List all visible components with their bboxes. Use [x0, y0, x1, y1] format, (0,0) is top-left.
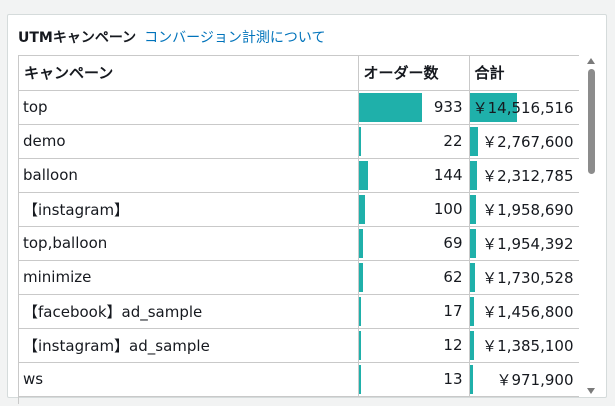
total-value: ￥2,767,600: [482, 132, 574, 151]
total-bar: [469, 262, 476, 292]
orders-cell: 13: [358, 362, 470, 397]
orders-cell: 22: [358, 124, 470, 159]
orders-cell: 69: [358, 226, 470, 261]
campaign-cell: ws: [19, 362, 359, 397]
campaign-table-container[interactable]: キャンペーン オーダー数 合計 top 933 ￥14,516,516 demo 22 ￥…: [18, 55, 579, 404]
orders-value: 100: [433, 200, 463, 218]
total-value: ￥1,385,100: [482, 336, 574, 355]
total-bar: [469, 296, 475, 326]
orders-value: 13: [443, 370, 463, 388]
orders-value: 69: [443, 234, 463, 252]
total-value: ￥1,730,528: [482, 268, 574, 287]
total-value: ￥2,312,785: [482, 166, 574, 185]
total-value: ￥1,958,690: [482, 200, 574, 219]
orders-bar: [358, 262, 363, 292]
orders-value: 17: [443, 302, 463, 320]
orders-cell: 12: [358, 328, 470, 363]
orders-bar: [358, 296, 361, 326]
column-header-total[interactable]: 合計: [469, 56, 579, 91]
total-bar: [469, 228, 476, 258]
total-value: ￥971,900: [496, 370, 574, 389]
total-value: ￥1,456,800: [482, 302, 574, 321]
campaign-table: キャンペーン オーダー数 合計 top 933 ￥14,516,516 demo 22 ￥…: [19, 56, 579, 397]
orders-cell: 62: [358, 260, 470, 295]
table-row[interactable]: minimize 62 ￥1,730,528: [19, 260, 579, 295]
vertical-scrollbar[interactable]: [584, 55, 598, 397]
total-value: ￥14,516,516: [472, 98, 574, 117]
table-header-row: キャンペーン オーダー数 合計: [19, 56, 579, 91]
total-bar: [469, 364, 473, 394]
orders-value: 144: [433, 166, 463, 184]
scrollbar-thumb[interactable]: [588, 69, 595, 174]
column-header-campaign[interactable]: キャンペーン: [19, 56, 359, 91]
total-bar: [469, 126, 479, 156]
orders-bar: [358, 194, 366, 224]
orders-bar: [358, 364, 361, 394]
total-bar: [469, 92, 517, 122]
orders-bar: [358, 330, 361, 360]
total-cell: ￥1,730,528: [469, 260, 579, 295]
campaign-cell: balloon: [19, 158, 359, 193]
column-header-orders[interactable]: オーダー数: [358, 56, 470, 91]
total-bar: [469, 330, 474, 360]
orders-cell: 144: [358, 158, 470, 193]
table-row[interactable]: top 933 ￥14,516,516: [19, 90, 579, 125]
total-bar: [469, 194, 476, 224]
orders-bar: [358, 92, 422, 122]
total-cell: ￥1,385,100: [469, 328, 579, 363]
orders-value: 62: [443, 268, 463, 286]
triangle-up-icon[interactable]: [585, 55, 597, 67]
campaign-cell: minimize: [19, 260, 359, 295]
orders-bar: [358, 228, 364, 258]
total-cell: ￥2,312,785: [469, 158, 579, 193]
campaign-cell: 【facebook】ad_sample: [19, 294, 359, 329]
campaign-cell: top,balloon: [19, 226, 359, 261]
orders-bar: [358, 160, 369, 190]
table-row[interactable]: ws 13 ￥971,900: [19, 362, 579, 397]
table-row[interactable]: 【facebook】ad_sample 17 ￥1,456,800: [19, 294, 579, 329]
total-value: ￥1,954,392: [482, 234, 574, 253]
conversion-help-link[interactable]: コンバージョン計測について: [144, 30, 326, 46]
orders-value: 933: [433, 98, 463, 116]
table-row[interactable]: 【instagram】ad_sample 12 ￥1,385,100: [19, 328, 579, 363]
panel-title: UTMキャンペーン: [18, 30, 137, 46]
orders-cell: 17: [358, 294, 470, 329]
campaign-cell: 【instagram】: [19, 192, 359, 227]
orders-bar: [358, 126, 361, 156]
total-cell: ￥2,767,600: [469, 124, 579, 159]
total-cell: ￥1,954,392: [469, 226, 579, 261]
triangle-down-icon[interactable]: [585, 385, 597, 397]
campaign-cell: top: [19, 90, 359, 125]
total-cell: ￥971,900: [469, 362, 579, 397]
panel-header: UTMキャンペーン コンバージョン計測について: [18, 26, 325, 48]
campaign-cell: 【instagram】ad_sample: [19, 328, 359, 363]
orders-cell: 933: [358, 90, 470, 125]
total-cell: ￥14,516,516: [469, 90, 579, 125]
table-row[interactable]: balloon 144 ￥2,312,785: [19, 158, 579, 193]
orders-value: 22: [443, 132, 463, 150]
campaign-cell: demo: [19, 124, 359, 159]
table-row[interactable]: 【instagram】 100 ￥1,958,690: [19, 192, 579, 227]
total-cell: ￥1,958,690: [469, 192, 579, 227]
orders-cell: 100: [358, 192, 470, 227]
total-bar: [469, 160, 477, 190]
total-cell: ￥1,456,800: [469, 294, 579, 329]
table-row[interactable]: demo 22 ￥2,767,600: [19, 124, 579, 159]
orders-value: 12: [443, 336, 463, 354]
table-row[interactable]: top,balloon 69 ￥1,954,392: [19, 226, 579, 261]
utm-campaign-panel: UTMキャンペーン コンバージョン計測について キャンペーン オーダー数 合計 …: [7, 14, 607, 404]
